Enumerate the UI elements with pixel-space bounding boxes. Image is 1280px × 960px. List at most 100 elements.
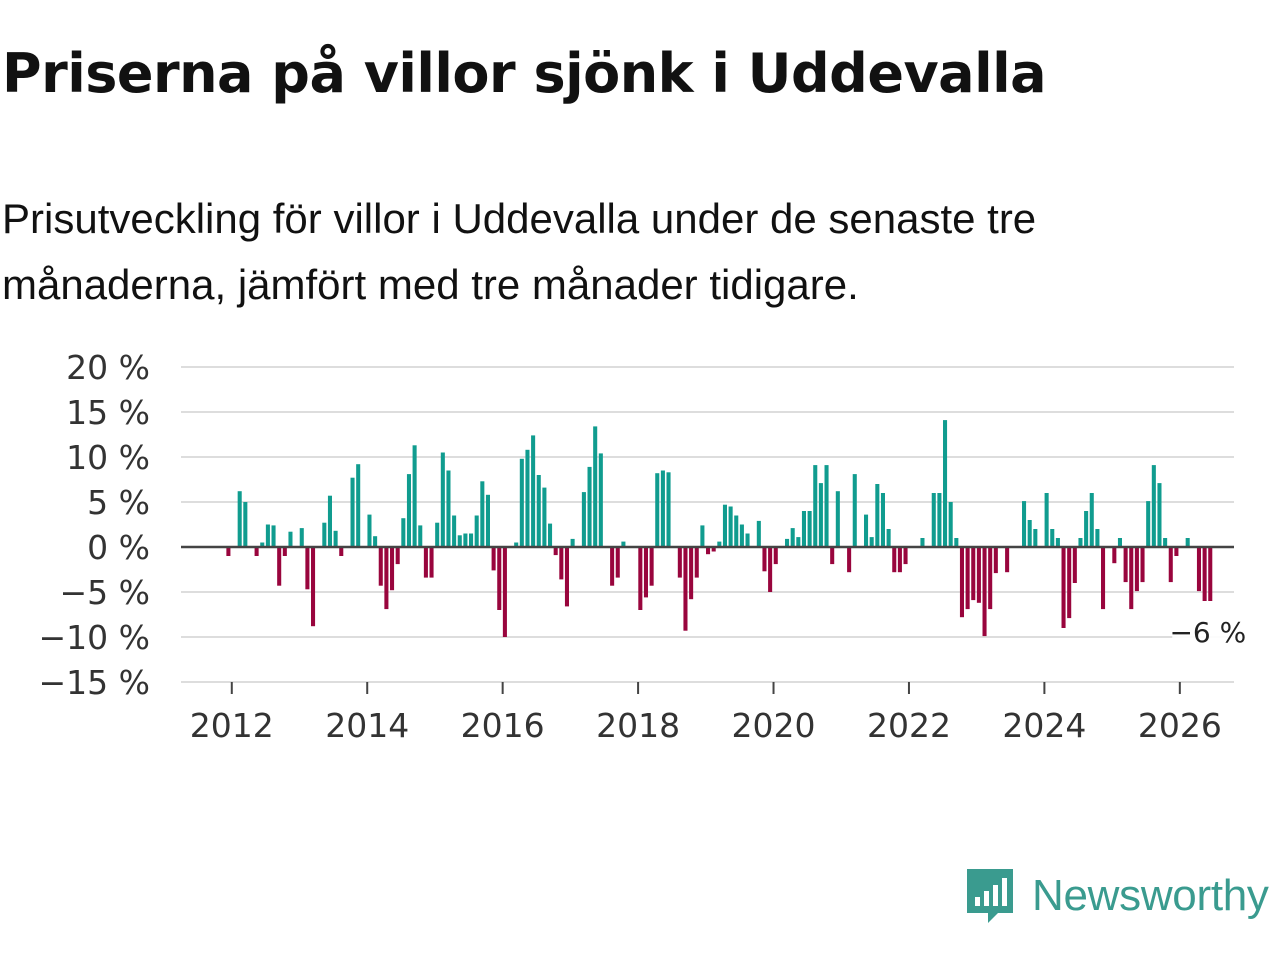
y-axis-ticks: 20 % 15 % 10 % 5 % 0 % −5 % −10 % −15 % bbox=[39, 348, 151, 702]
bar bbox=[254, 547, 259, 556]
bar bbox=[463, 533, 468, 547]
bar bbox=[807, 511, 812, 547]
bar bbox=[491, 547, 496, 571]
bar bbox=[903, 547, 908, 565]
bar bbox=[1027, 520, 1032, 547]
bar bbox=[598, 453, 603, 547]
bar bbox=[1168, 547, 1173, 583]
bar bbox=[818, 483, 823, 547]
bar bbox=[1044, 493, 1049, 547]
y-tick-label: −10 % bbox=[39, 618, 151, 657]
x-tick-label: 2024 bbox=[1002, 706, 1086, 745]
bar bbox=[435, 522, 440, 547]
bar bbox=[260, 542, 265, 547]
bar bbox=[1101, 547, 1106, 610]
bar bbox=[988, 547, 993, 610]
bar bbox=[542, 487, 547, 547]
bar bbox=[655, 473, 660, 547]
bar bbox=[531, 435, 536, 547]
bar bbox=[282, 547, 287, 556]
bars bbox=[226, 420, 1213, 637]
bar bbox=[694, 547, 699, 578]
bar bbox=[1067, 547, 1072, 619]
bar bbox=[830, 547, 835, 565]
bar bbox=[773, 547, 778, 565]
bar bbox=[271, 525, 276, 547]
bar bbox=[880, 493, 885, 547]
bar bbox=[587, 466, 592, 547]
bar bbox=[406, 474, 411, 547]
bar bbox=[796, 537, 801, 547]
bar bbox=[621, 541, 626, 547]
bar bbox=[1129, 547, 1134, 610]
x-tick-label: 2012 bbox=[190, 706, 274, 745]
bar bbox=[785, 538, 790, 547]
bar bbox=[497, 547, 502, 610]
bar bbox=[711, 547, 716, 552]
bar bbox=[706, 547, 711, 555]
bar bbox=[864, 514, 869, 547]
x-tick-label: 2014 bbox=[325, 706, 409, 745]
bar bbox=[660, 470, 665, 547]
bar bbox=[745, 533, 750, 547]
bar bbox=[1078, 538, 1083, 547]
bar bbox=[1163, 538, 1168, 547]
bar bbox=[469, 533, 474, 547]
bar bbox=[536, 475, 541, 547]
bar bbox=[277, 547, 282, 586]
bar bbox=[418, 525, 423, 547]
bar bbox=[485, 494, 490, 547]
bar bbox=[1005, 547, 1010, 573]
chart-subtitle: Prisutveckling för villor i Uddevalla un… bbox=[2, 195, 1037, 308]
x-tick-label: 2022 bbox=[867, 706, 951, 745]
bar bbox=[937, 493, 942, 547]
bar bbox=[480, 481, 485, 547]
bar bbox=[638, 547, 643, 610]
newsworthy-logo[interactable]: Newsworthy bbox=[964, 866, 1269, 926]
bar bbox=[237, 491, 242, 547]
bar bbox=[1196, 547, 1201, 592]
bar bbox=[327, 495, 332, 547]
bar bbox=[384, 547, 389, 610]
bar bbox=[976, 547, 981, 603]
bar bbox=[1072, 547, 1077, 583]
bar bbox=[1084, 511, 1089, 547]
bar bbox=[1055, 538, 1060, 547]
bar bbox=[982, 547, 987, 637]
bar bbox=[553, 547, 558, 556]
bar bbox=[333, 530, 338, 547]
bar bbox=[514, 542, 519, 547]
bar bbox=[875, 484, 880, 547]
annotations: −6 % bbox=[1169, 615, 1253, 651]
y-tick-label: 0 % bbox=[87, 528, 150, 567]
bar bbox=[762, 547, 767, 572]
grid-lines bbox=[181, 366, 1234, 683]
bar bbox=[581, 492, 586, 547]
bar bbox=[931, 493, 936, 547]
bar bbox=[666, 472, 671, 547]
x-axis-ticks: 2012 2014 2016 2018 2020 2022 2024 2026 bbox=[190, 682, 1222, 745]
bar bbox=[564, 547, 569, 607]
bar bbox=[971, 547, 976, 601]
bar bbox=[452, 515, 457, 547]
bar bbox=[677, 547, 682, 578]
bar bbox=[1208, 547, 1213, 601]
bar bbox=[1146, 501, 1151, 547]
bar bbox=[429, 547, 434, 578]
bar bbox=[390, 547, 395, 591]
bar bbox=[959, 547, 964, 618]
bar bbox=[993, 547, 998, 574]
bar bbox=[299, 528, 304, 547]
bar bbox=[1061, 547, 1066, 628]
y-tick-label: 5 % bbox=[87, 483, 150, 522]
bar bbox=[502, 547, 507, 637]
bar bbox=[610, 547, 615, 586]
bar bbox=[243, 502, 248, 547]
bar bbox=[593, 426, 598, 547]
bar bbox=[1095, 529, 1100, 547]
bar bbox=[1174, 547, 1179, 556]
brand-name: Newsworthy bbox=[1032, 871, 1269, 920]
y-tick-label: 10 % bbox=[66, 438, 150, 477]
bar bbox=[790, 528, 795, 547]
x-tick-label: 2020 bbox=[732, 706, 816, 745]
